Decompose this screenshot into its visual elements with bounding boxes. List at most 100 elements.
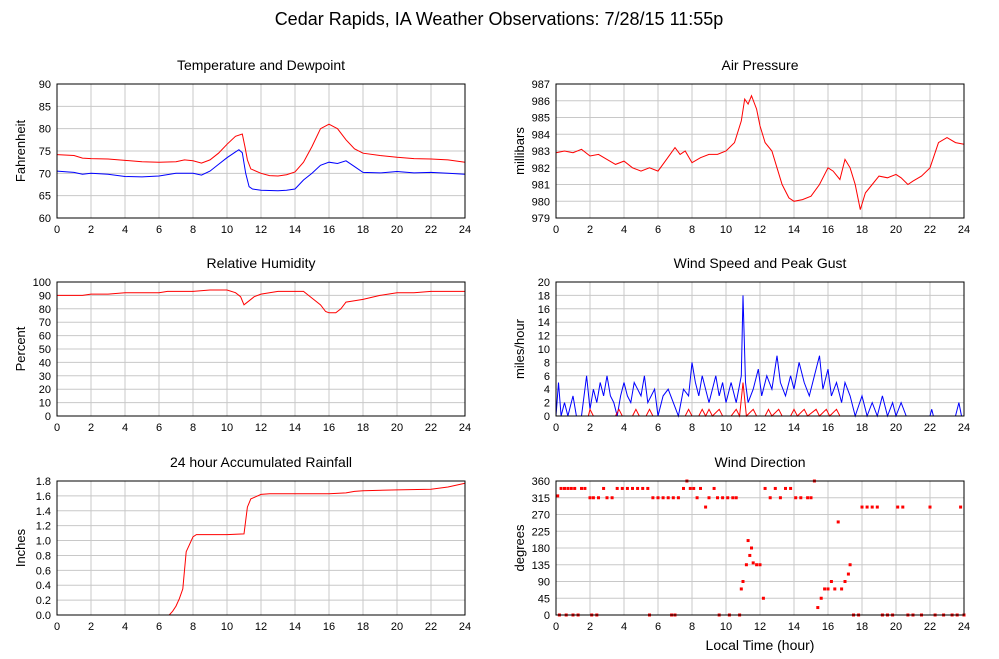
y-tick-label: 270: [532, 510, 550, 522]
x-tick-label: 14: [289, 621, 301, 633]
x-tick-label: 16: [822, 621, 834, 633]
x-tick-label: 2: [587, 621, 593, 633]
data-point: [646, 486, 650, 490]
y-tick-label: 984: [532, 129, 550, 141]
data-point: [726, 496, 730, 500]
y-tick-label: 80: [39, 304, 51, 316]
chart-title: Wind Direction: [714, 454, 805, 470]
plot-frame: [56, 480, 466, 616]
y-tick-label: 985: [532, 113, 550, 125]
data-point: [959, 505, 963, 509]
x-tick-label: 0: [54, 621, 60, 633]
x-tick-label: 20: [890, 621, 902, 633]
x-tick-label: 10: [221, 224, 233, 236]
data-point: [750, 546, 753, 550]
x-tick-label: 2: [88, 422, 94, 434]
y-tick-label: 1.6: [36, 491, 51, 503]
y-tick-label: 982: [532, 163, 550, 175]
y-tick-label: 0.8: [36, 550, 51, 562]
y-tick-label: 1.8: [36, 476, 51, 488]
x-tick-label: 22: [425, 621, 437, 633]
data-point: [789, 486, 793, 490]
y-tick-label: 100: [33, 277, 51, 289]
data-point: [794, 496, 798, 500]
data-point: [848, 563, 852, 567]
data-point: [734, 496, 738, 500]
data-point: [746, 539, 750, 543]
x-tick-label: 18: [357, 422, 369, 434]
x-tick-label: 20: [391, 422, 403, 434]
data-point: [636, 486, 640, 490]
data-point: [556, 494, 560, 498]
series-line-blue: [56, 149, 466, 192]
data-point: [615, 486, 619, 490]
data-point: [620, 486, 624, 490]
x-tick-label: 14: [788, 224, 800, 236]
y-tick-label: 40: [39, 357, 51, 369]
data-point: [597, 496, 600, 500]
x-tick-label: 20: [391, 621, 403, 633]
y-axis-label: Percent: [13, 326, 28, 371]
plot-frame: [555, 480, 965, 616]
data-point: [699, 486, 702, 490]
data-point: [707, 496, 711, 500]
y-tick-label: 6: [544, 371, 550, 383]
data-point: [799, 496, 803, 500]
y-tick-label: 8: [544, 357, 550, 369]
y-tick-label: 986: [532, 96, 550, 108]
data-point: [661, 496, 665, 500]
y-tick-label: 135: [532, 560, 550, 572]
x-tick-label: 10: [221, 621, 233, 633]
data-point: [569, 486, 573, 490]
y-tick-label: 90: [39, 79, 51, 91]
y-tick-label: 2: [544, 398, 550, 410]
figure-title: Cedar Rapids, IA Weather Observations: 7…: [275, 9, 724, 29]
data-point: [716, 496, 719, 500]
x-tick-label: 6: [655, 621, 661, 633]
x-tick-label: 8: [689, 422, 695, 434]
y-tick-label: 4: [544, 384, 550, 396]
x-tick-label: 12: [255, 422, 267, 434]
data-point: [751, 561, 755, 565]
data-point: [836, 520, 840, 524]
data-point: [846, 572, 850, 576]
data-point: [559, 486, 563, 490]
x-tick-label: 4: [122, 224, 128, 236]
data-point: [692, 486, 696, 490]
y-tick-label: 980: [532, 196, 550, 208]
data-point: [591, 496, 595, 500]
x-tick-label: 8: [190, 621, 196, 633]
data-point: [573, 486, 577, 490]
data-point: [865, 505, 869, 509]
data-point: [602, 486, 606, 490]
data-point: [860, 505, 864, 509]
x-tick-label: 0: [54, 224, 60, 236]
x-tick-label: 12: [754, 621, 766, 633]
y-tick-label: 65: [39, 191, 51, 203]
y-tick-label: 1.4: [36, 506, 51, 518]
y-tick-label: 979: [532, 213, 550, 225]
y-tick-label: 0.6: [36, 565, 51, 577]
y-tick-label: 85: [39, 101, 51, 113]
x-tick-label: 22: [425, 224, 437, 236]
data-point: [666, 496, 670, 500]
data-point: [671, 496, 675, 500]
data-point: [773, 486, 777, 490]
y-axis-label: millibars: [512, 127, 527, 175]
x-tick-label: 24: [958, 621, 970, 633]
x-tick-label: 6: [655, 422, 661, 434]
y-tick-label: 16: [538, 304, 550, 316]
x-tick-label: 0: [553, 422, 559, 434]
x-tick-label: 2: [587, 422, 593, 434]
x-tick-label: 8: [190, 224, 196, 236]
data-point: [563, 486, 566, 490]
y-tick-label: 18: [538, 290, 550, 302]
data-point: [901, 505, 905, 509]
y-tick-label: 180: [532, 543, 550, 555]
x-tick-label: 6: [156, 422, 162, 434]
plot-frame: [555, 83, 965, 219]
data-point: [763, 486, 767, 490]
x-tick-label: 24: [958, 422, 970, 434]
data-point: [688, 486, 692, 490]
